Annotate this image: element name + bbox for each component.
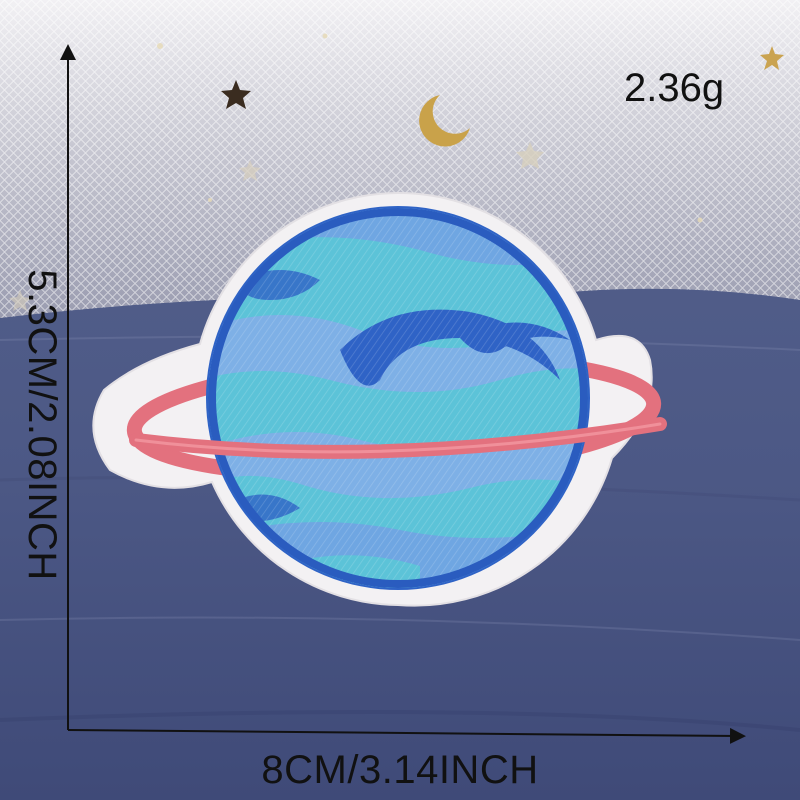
star-icon	[9, 290, 31, 311]
tulle-fabric	[0, 0, 800, 318]
sparkle-icon	[157, 33, 703, 223]
height-dimension-label: 5.3CM/2.08INCH	[20, 269, 64, 581]
width-arrow	[67, 727, 746, 744]
weight-label: 2.36g	[624, 66, 725, 110]
moon-icon	[419, 95, 470, 147]
star-icon	[760, 46, 784, 70]
star-icon	[221, 80, 251, 109]
star-icon	[516, 142, 544, 169]
width-dimension-label: 8CM/3.14INCH	[261, 748, 539, 792]
star-icon	[239, 160, 261, 181]
